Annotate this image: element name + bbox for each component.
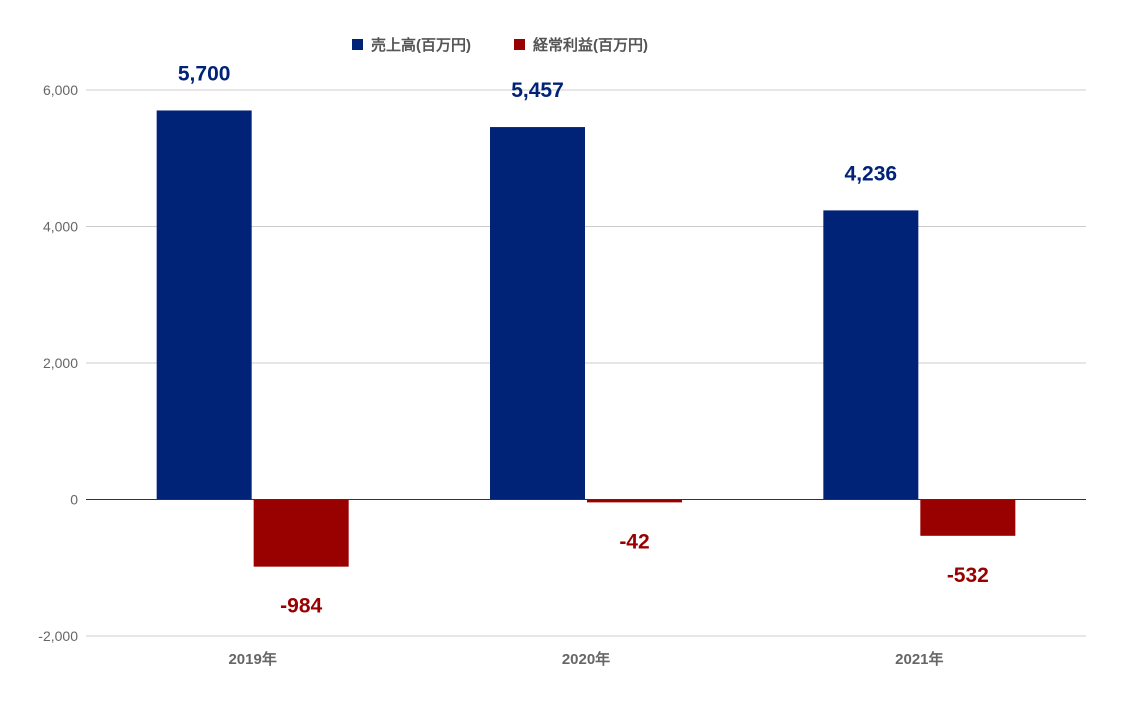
legend: 売上高(百万円) 経常利益(百万円) [352, 36, 648, 54]
x-category-label: 2021年 [895, 650, 943, 668]
data-label: 4,236 [845, 162, 898, 185]
bar-sales [156, 110, 252, 500]
bar-ordinary-profit [253, 499, 349, 567]
x-category-label: 2020年 [562, 650, 610, 668]
data-label: -42 [619, 530, 649, 553]
y-tick-label: 4,000 [43, 219, 78, 235]
bar-sales [490, 127, 585, 500]
y-tick-label: -2,000 [38, 628, 78, 644]
bar-ordinary-profit [920, 499, 1016, 536]
data-label: 5,700 [178, 62, 231, 85]
legend-label-ordinary-profit: 経常利益(百万円) [533, 36, 648, 54]
data-label: 5,457 [511, 79, 564, 102]
legend-label-sales: 売上高(百万円) [371, 36, 471, 54]
y-tick-label: 6,000 [43, 82, 78, 98]
legend-swatch-sales [352, 39, 363, 50]
x-category-label: 2019年 [228, 650, 276, 668]
data-label: -984 [280, 595, 322, 618]
gridlines [86, 89, 1086, 637]
bar-sales [823, 210, 919, 500]
bars [156, 110, 1016, 567]
data-label: -532 [947, 564, 989, 587]
data-labels: 5,700 -984 5,457 -42 4,236 -532 [178, 62, 989, 617]
legend-swatch-ordinary-profit [514, 39, 525, 50]
y-tick-label: 0 [70, 492, 78, 508]
x-axis-labels: 2019年 2020年 2021年 [228, 650, 943, 668]
bar-ordinary-profit [587, 499, 682, 503]
y-tick-label: 2,000 [43, 355, 78, 371]
y-axis-ticks: 6,000 4,000 2,000 0 -2,000 [38, 82, 78, 644]
